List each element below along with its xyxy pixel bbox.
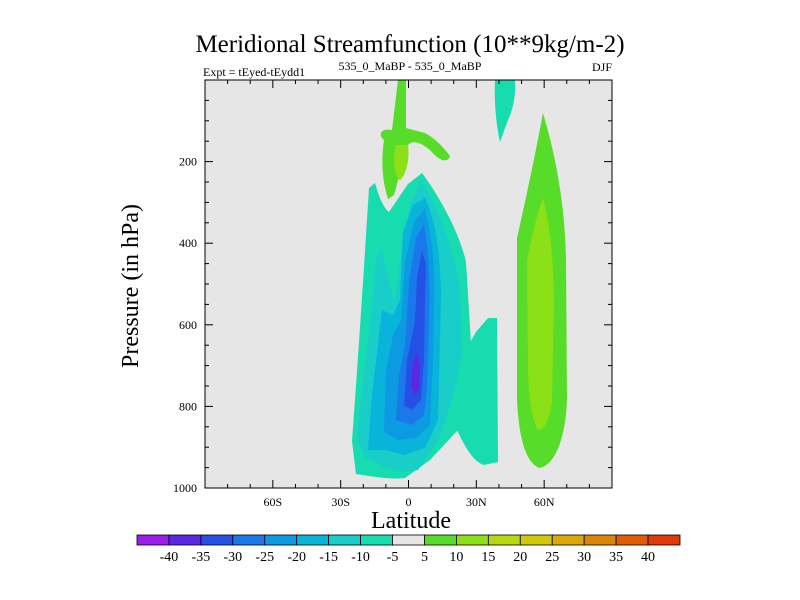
x-axis-label: Latitude bbox=[371, 508, 451, 534]
colorbar-label-6: -10 bbox=[351, 550, 370, 565]
contour-upper-nh-minus5 bbox=[494, 80, 516, 142]
colorbar-swatch-2 bbox=[200, 534, 234, 546]
experiment-label: Expt = tEyed-tEydd1 bbox=[203, 65, 305, 79]
colorbar-label-9: 10 bbox=[449, 550, 463, 565]
colorbar-label-14: 35 bbox=[609, 550, 623, 565]
y-tick-label-3: 800 bbox=[179, 399, 197, 413]
season-label: DJF bbox=[592, 60, 612, 74]
colorbar-swatch-4 bbox=[264, 534, 298, 546]
colorbar-swatch-13 bbox=[551, 534, 585, 546]
y-axis-label: Pressure (in hPa) bbox=[118, 204, 144, 368]
colorbar-swatch-9 bbox=[424, 534, 457, 546]
colorbar-swatch-3 bbox=[232, 534, 266, 546]
colorbar-label-4: -20 bbox=[287, 550, 306, 565]
contour-sh-cell-minus35 bbox=[411, 352, 420, 396]
comparison-label: 535_0_MaBP - 535_0_MaBP bbox=[339, 59, 482, 73]
colorbar-swatch-12 bbox=[519, 534, 553, 546]
y-tick-label-2: 600 bbox=[179, 318, 197, 332]
y-tick-label-4: 1000 bbox=[173, 481, 197, 495]
x-tick-label-4: 60N bbox=[534, 495, 555, 509]
colorbar-label-2: -30 bbox=[223, 550, 242, 565]
colorbar-swatch-0 bbox=[136, 534, 170, 546]
contour-nh-cell-10 bbox=[527, 198, 554, 430]
colorbar-label-7: -5 bbox=[387, 550, 399, 565]
colorbar-label-8: 5 bbox=[421, 550, 428, 565]
x-tick-label-2: 0 bbox=[406, 495, 412, 509]
colorbar-swatch-8 bbox=[392, 534, 425, 546]
colorbar-swatch-1 bbox=[168, 534, 202, 546]
y-tick-label-0: 200 bbox=[179, 155, 197, 169]
y-tick-label-1: 400 bbox=[179, 236, 197, 250]
colorbar-label-3: -25 bbox=[255, 550, 274, 565]
colorbar-swatch-15 bbox=[615, 534, 649, 546]
contour-nh-band-minus5 bbox=[446, 318, 498, 465]
colorbar-label-0: -40 bbox=[160, 550, 179, 565]
axis-ticks: 60S 30S 0 30N 60N 200 400 600 800 1000 bbox=[173, 80, 612, 509]
colorbar-swatch-16 bbox=[647, 534, 681, 546]
x-tick-label-0: 60S bbox=[263, 495, 282, 509]
colorbar-swatch-7 bbox=[360, 534, 393, 546]
colorbar-swatch-10 bbox=[456, 534, 489, 546]
colorbar-swatch-5 bbox=[296, 534, 330, 546]
contour-upper-tropics-10 bbox=[393, 145, 409, 180]
contour-sh-cell-minus30 bbox=[404, 250, 426, 410]
colorbar-label-5: -15 bbox=[319, 550, 338, 565]
colorbar-label-10: 15 bbox=[481, 550, 495, 565]
colorbar-label-13: 30 bbox=[577, 550, 591, 565]
colorbar-swatch-6 bbox=[328, 534, 361, 546]
colorbar-label-15: 40 bbox=[641, 550, 655, 565]
colorbar-label-1: -35 bbox=[192, 550, 211, 565]
chart-title: Meridional Streamfunction (10**9kg/m-2) bbox=[195, 31, 624, 58]
colorbar-label-11: 20 bbox=[513, 550, 527, 565]
colorbar-swatch-11 bbox=[487, 534, 521, 546]
colorbar-label-12: 25 bbox=[545, 550, 559, 565]
contour-field bbox=[352, 80, 567, 479]
colorbar: -40 -35 -30 -25 -20 -15 -10 -5 5 10 15 20 25 30 35 40 bbox=[136, 534, 681, 565]
x-tick-label-3: 30N bbox=[466, 495, 487, 509]
x-tick-label-1: 30S bbox=[331, 495, 350, 509]
colorbar-swatch-14 bbox=[583, 534, 617, 546]
